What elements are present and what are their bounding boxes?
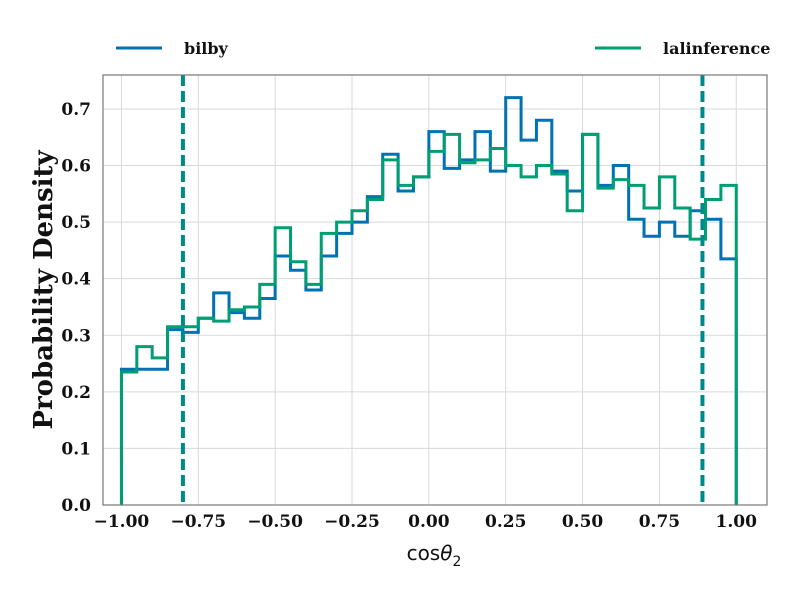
grid-lines (103, 75, 767, 506)
y-tick-label: 0.4 (61, 270, 91, 290)
x-tick-label: −1.00 (94, 512, 150, 532)
series-bilby (119, 96, 738, 505)
legend: bilby lalinference (116, 39, 770, 58)
x-tick-label: 0.50 (562, 512, 604, 532)
x-tick-label: −0.25 (324, 512, 380, 532)
legend-label-bilby: bilby (184, 39, 229, 58)
series-lalinference (119, 132, 738, 505)
x-axis-title: cosθ2 (407, 541, 462, 570)
x-tick-label: 0.00 (408, 512, 450, 532)
x-tick-label: 0.25 (485, 512, 526, 532)
x-tick-label: 0.75 (639, 512, 680, 532)
y-tick-label: 0.5 (61, 213, 91, 233)
series-layer (119, 96, 738, 505)
credible-interval-lines (180, 75, 705, 505)
x-tick-label: −0.50 (247, 512, 303, 532)
y-tick-label: 0.2 (61, 383, 91, 403)
x-tick-label: 1.00 (716, 512, 758, 532)
x-axis-title-subscript: 2 (452, 554, 461, 570)
y-tick-label: 0.6 (61, 157, 91, 177)
x-tick-label: −0.75 (170, 512, 226, 532)
x-tick-labels: −1.00 −0.75 −0.50 −0.25 0.00 0.25 0.50 0.75 1.00 (94, 512, 758, 532)
legend-label-lalinference: lalinference (663, 39, 770, 58)
x-axis-title-symbol: θ (440, 541, 452, 565)
x-axis-title-text: cos (407, 541, 441, 565)
y-axis-title: Probability Density (29, 150, 59, 430)
y-tick-label: 0.7 (61, 100, 91, 120)
y-tick-label: 0.1 (61, 439, 91, 459)
y-tick-label: 0.3 (61, 326, 91, 346)
plot-frame (102, 74, 768, 506)
y-tick-labels: 0.0 0.1 0.2 0.3 0.4 0.5 0.6 0.7 (61, 100, 91, 516)
y-tick-label: 0.0 (61, 496, 91, 516)
